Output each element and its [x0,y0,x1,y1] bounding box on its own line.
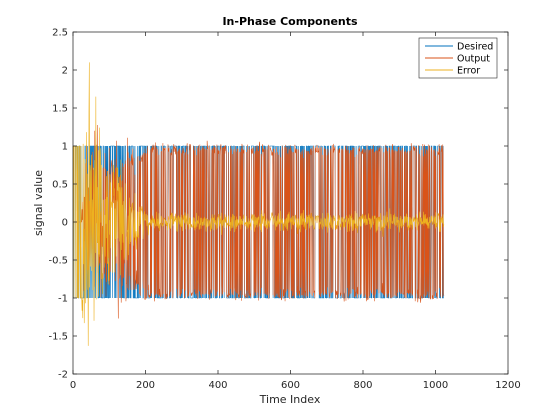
x-tick-label: 1000 [423,380,448,391]
series-layer [72,62,445,346]
y-tick-label: 2 [62,66,68,77]
y-tick-label: -2 [58,370,68,381]
legend-desired-label: Desired [457,42,493,53]
legend-error-label: Error [457,66,480,77]
y-tick-label: 2.5 [52,28,68,39]
x-tick-label: 0 [70,380,76,391]
plot-area: 0 200 400 600 800 1000 1200 -2 -1.5 -1 -0.5 0 0.5 1 1.… [48,28,520,392]
y-axis-label: signal value [32,170,45,236]
y-tick-label: 0.5 [52,180,68,191]
y-tick-label: -1 [58,294,68,305]
x-tick-label: 600 [281,380,300,391]
y-tick-label: 1.5 [52,104,68,115]
legend: Desired Output Error [418,37,498,79]
x-tick-label: 400 [208,380,227,391]
chart-title: In-Phase Components [222,15,358,28]
ticks-layer: 0 200 400 600 800 1000 1200 -2 -1.5 -1 -0.5 0 0.5 1 1.… [48,28,520,392]
x-tick-label: 1200 [495,380,520,391]
x-tick-label: 200 [136,380,155,391]
y-tick-label: -0.5 [48,256,68,267]
y-tick-label: 1 [62,142,68,153]
x-tick-label: 800 [353,380,372,391]
x-axis-label: Time Index [259,393,321,406]
series-error-line [72,62,445,346]
legend-output-label: Output [457,54,490,65]
y-tick-label: 0 [62,218,68,229]
y-tick-label: -1.5 [48,332,68,343]
